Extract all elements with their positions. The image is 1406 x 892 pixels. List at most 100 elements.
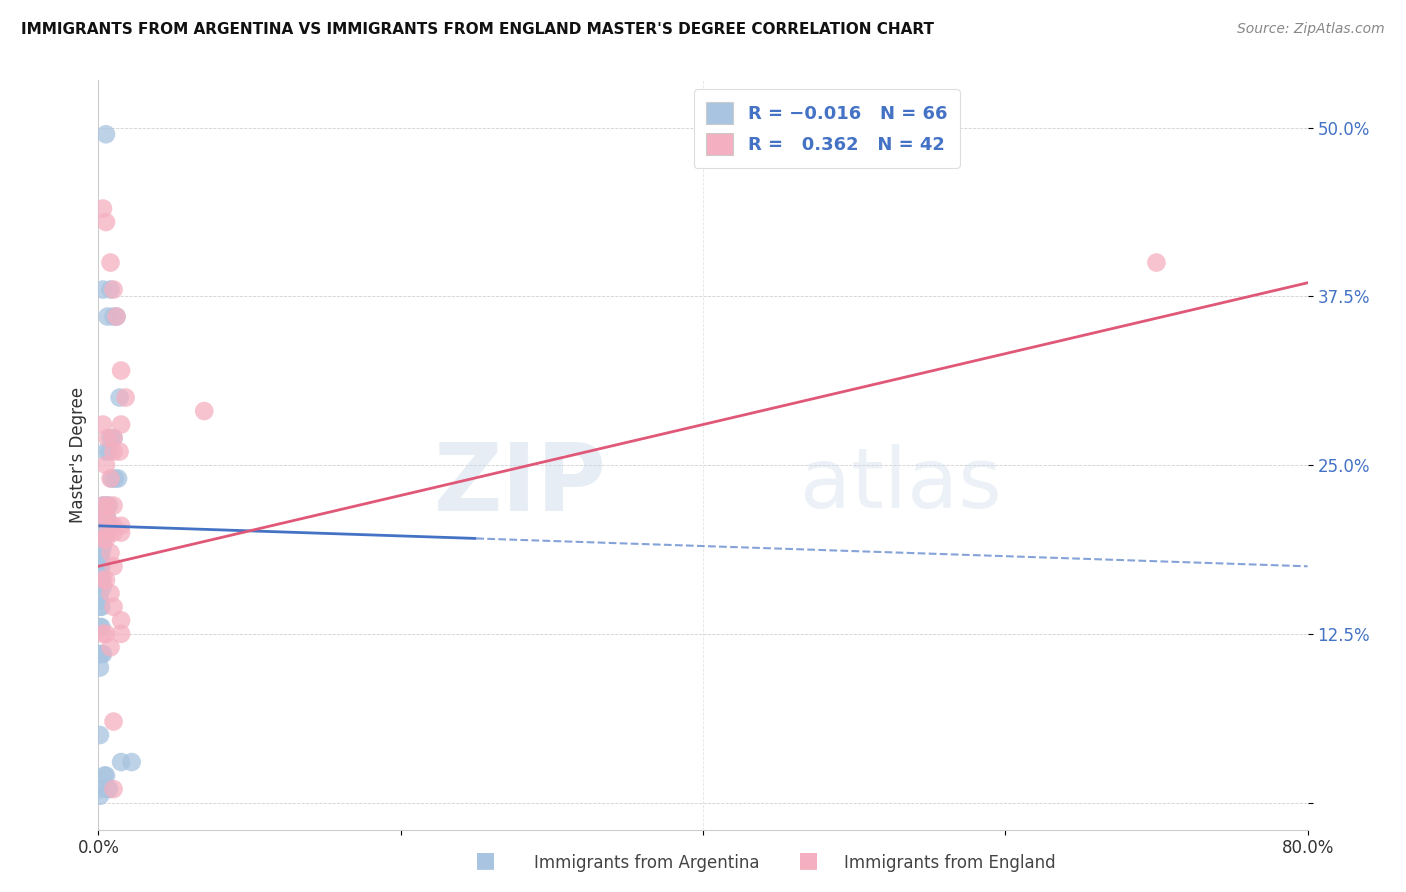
Legend: R = −0.016   N = 66, R =   0.362   N = 42: R = −0.016 N = 66, R = 0.362 N = 42	[693, 89, 960, 168]
Point	[90, 533, 112, 547]
Point	[91, 580, 114, 594]
Point	[96, 310, 118, 324]
Point	[91, 573, 114, 587]
Point	[89, 566, 111, 580]
Point	[89, 525, 111, 540]
Point	[100, 283, 122, 297]
Point	[101, 471, 124, 485]
Point	[100, 255, 122, 269]
Point	[89, 586, 111, 600]
Text: Immigrants from England: Immigrants from England	[844, 855, 1056, 872]
Text: Immigrants from Argentina: Immigrants from Argentina	[534, 855, 759, 872]
Point	[103, 444, 125, 458]
Point	[103, 714, 125, 729]
Text: atlas: atlas	[800, 444, 1001, 525]
Point	[103, 310, 125, 324]
Point	[96, 518, 118, 533]
Point	[103, 599, 125, 614]
Point	[96, 782, 118, 797]
Point	[98, 444, 121, 458]
Point	[89, 559, 111, 574]
Point	[98, 499, 121, 513]
Point	[96, 431, 118, 445]
Point	[89, 518, 111, 533]
Point	[103, 559, 125, 574]
Point	[1144, 255, 1167, 269]
Point	[110, 525, 132, 540]
Point	[91, 539, 114, 553]
Point	[91, 499, 114, 513]
Point	[91, 525, 114, 540]
Point	[90, 518, 112, 533]
Point	[94, 573, 117, 587]
Point	[90, 559, 112, 574]
Point	[90, 647, 112, 661]
Text: Source: ZipAtlas.com: Source: ZipAtlas.com	[1237, 22, 1385, 37]
Point	[89, 660, 111, 674]
Point	[100, 640, 122, 655]
Point	[94, 444, 117, 458]
Point	[90, 546, 112, 560]
Point	[93, 768, 115, 782]
Point	[108, 444, 131, 458]
Point	[104, 471, 127, 485]
Point	[94, 627, 117, 641]
Point	[90, 620, 112, 634]
Point	[89, 789, 111, 803]
Point	[96, 512, 118, 526]
Point	[110, 518, 132, 533]
Point	[89, 782, 111, 797]
Point	[91, 499, 114, 513]
Point	[96, 499, 118, 513]
Point	[193, 404, 215, 418]
Point	[110, 417, 132, 432]
Point	[96, 512, 118, 526]
Point	[94, 499, 117, 513]
Point	[100, 546, 122, 560]
Point	[103, 499, 125, 513]
Point	[91, 283, 114, 297]
Point	[105, 310, 128, 324]
Point	[94, 128, 117, 142]
Point	[89, 533, 111, 547]
Text: IMMIGRANTS FROM ARGENTINA VS IMMIGRANTS FROM ENGLAND MASTER'S DEGREE CORRELATION: IMMIGRANTS FROM ARGENTINA VS IMMIGRANTS …	[21, 22, 934, 37]
Point	[121, 755, 143, 769]
Point	[91, 533, 114, 547]
Point	[103, 782, 125, 797]
Point	[100, 431, 122, 445]
Point	[93, 512, 115, 526]
Text: ■: ■	[799, 851, 818, 871]
Point	[90, 539, 112, 553]
Point	[91, 417, 114, 432]
Point	[98, 782, 121, 797]
Point	[94, 768, 117, 782]
Point	[110, 755, 132, 769]
Point	[108, 391, 131, 405]
Point	[90, 599, 112, 614]
Point	[94, 533, 117, 547]
Point	[90, 512, 112, 526]
Point	[100, 518, 122, 533]
Point	[107, 471, 129, 485]
Point	[105, 310, 128, 324]
Point	[114, 391, 136, 405]
Point	[110, 363, 132, 377]
Point	[89, 573, 111, 587]
Point	[89, 546, 111, 560]
Point	[89, 552, 111, 566]
Point	[93, 525, 115, 540]
Point	[89, 539, 111, 553]
Point	[91, 627, 114, 641]
Point	[94, 518, 117, 533]
Point	[89, 593, 111, 607]
Y-axis label: Master's Degree: Master's Degree	[69, 387, 87, 523]
Text: ■: ■	[475, 851, 495, 871]
Point	[89, 620, 111, 634]
Point	[91, 512, 114, 526]
Point	[100, 471, 122, 485]
Point	[103, 431, 125, 445]
Point	[89, 647, 111, 661]
Point	[90, 573, 112, 587]
Point	[103, 518, 125, 533]
Point	[91, 202, 114, 216]
